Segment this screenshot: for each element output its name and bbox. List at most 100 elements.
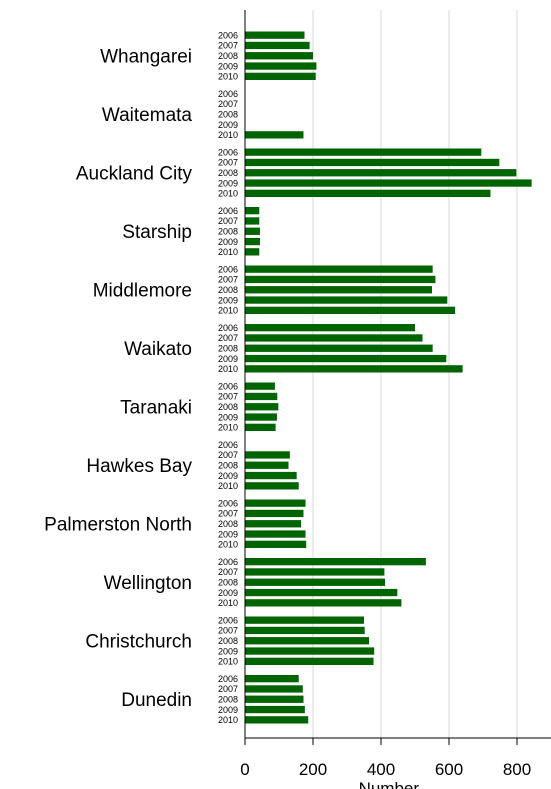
bar [245, 558, 426, 566]
bar [245, 334, 423, 342]
x-tick-label: 600 [435, 760, 463, 779]
bar [245, 237, 260, 246]
hospital-label: Whangarei [100, 46, 192, 67]
year-label: 2009 [218, 412, 238, 422]
bar [245, 675, 299, 683]
year-label: 2007 [218, 567, 238, 577]
year-label: 2007 [218, 684, 238, 694]
year-label: 2009 [218, 588, 238, 598]
year-label: 2008 [218, 519, 238, 529]
bar [245, 344, 433, 352]
year-label: 2009 [218, 237, 238, 247]
year-label: 2010 [218, 306, 238, 316]
year-label: 2006 [218, 381, 238, 391]
year-label: 2006 [218, 498, 238, 508]
hospital-label: Wellington [104, 573, 192, 594]
year-label: 2007 [218, 41, 238, 51]
hospital-label: Auckland City [76, 163, 193, 184]
year-label: 2008 [218, 402, 238, 412]
bar [245, 392, 278, 401]
year-label: 2007 [218, 392, 238, 402]
year-label: 2006 [218, 323, 238, 333]
year-label: 2007 [218, 450, 238, 460]
year-label: 2006 [218, 557, 238, 567]
bar [245, 169, 517, 177]
year-label: 2009 [218, 120, 238, 130]
year-label: 2009 [218, 705, 238, 715]
year-label: 2010 [218, 189, 238, 199]
bar [245, 131, 304, 139]
hospital-label: Waikato [124, 339, 192, 360]
bar [245, 451, 290, 459]
year-label: 2010 [218, 423, 238, 433]
year-label: 2009 [218, 178, 238, 188]
bar [245, 41, 310, 50]
year-label: 2007 [218, 626, 238, 636]
bar [245, 540, 307, 548]
year-label: 2008 [218, 460, 238, 470]
bars [245, 31, 532, 724]
bar [245, 217, 260, 225]
bar [245, 599, 402, 607]
year-label: 2009 [218, 471, 238, 481]
bar [245, 62, 317, 70]
year-label: 2010 [218, 540, 238, 550]
bar [245, 31, 305, 39]
year-label: 2010 [218, 481, 238, 491]
bar [245, 52, 313, 60]
bar [245, 306, 456, 314]
year-label: 2008 [218, 694, 238, 704]
x-tick-label: 200 [299, 760, 327, 779]
axes: 0 200 400 600 800 [240, 10, 551, 779]
bar [245, 248, 260, 256]
x-axis-label: Number [359, 779, 420, 789]
year-label: 2008 [218, 343, 238, 353]
year-label: 2007 [218, 158, 238, 168]
year-label: 2006 [218, 147, 238, 157]
year-label: 2010 [218, 598, 238, 608]
bar [245, 365, 463, 373]
year-label: 2008 [218, 109, 238, 119]
bar [245, 716, 309, 724]
year-label: 2006 [218, 440, 238, 450]
year-label: 2007 [218, 99, 238, 109]
bar [245, 616, 364, 624]
hospital-label: Palmerston North [44, 514, 192, 535]
year-label: 2006 [218, 206, 238, 216]
year-label: 2009 [218, 354, 238, 364]
year-label: 2007 [218, 275, 238, 285]
bar [245, 72, 316, 80]
year-label: 2007 [218, 333, 238, 343]
year-label: 2009 [218, 61, 238, 71]
year-label: 2010 [218, 715, 238, 725]
bar [245, 413, 277, 421]
bar [245, 509, 304, 518]
hospital-label: Hawkes Bay [86, 456, 192, 477]
year-label: 2010 [218, 72, 238, 82]
year-label: 2007 [218, 509, 238, 519]
year-label: 2008 [218, 51, 238, 61]
x-tick-label: 800 [503, 760, 531, 779]
year-label: 2009 [218, 295, 238, 305]
bar [245, 705, 305, 714]
labels: Whangarei20062007200820092010Waitemata20… [44, 30, 238, 725]
bar [245, 695, 304, 703]
x-tick-label: 0 [240, 760, 249, 779]
bar [245, 207, 260, 215]
hospital-label: Taranaki [120, 397, 192, 418]
hospital-label: Dunedin [121, 690, 192, 711]
year-label: 2006 [218, 264, 238, 274]
year-label: 2010 [218, 364, 238, 374]
bar [245, 423, 276, 431]
year-label: 2008 [218, 636, 238, 646]
bar [245, 647, 375, 655]
bar [245, 461, 289, 469]
hospital-label: Middlemore [93, 280, 192, 301]
bar [245, 148, 482, 156]
bar [245, 324, 415, 332]
bar [245, 265, 433, 273]
bar [245, 275, 436, 284]
year-label: 2010 [218, 247, 238, 257]
year-label: 2006 [218, 615, 238, 625]
